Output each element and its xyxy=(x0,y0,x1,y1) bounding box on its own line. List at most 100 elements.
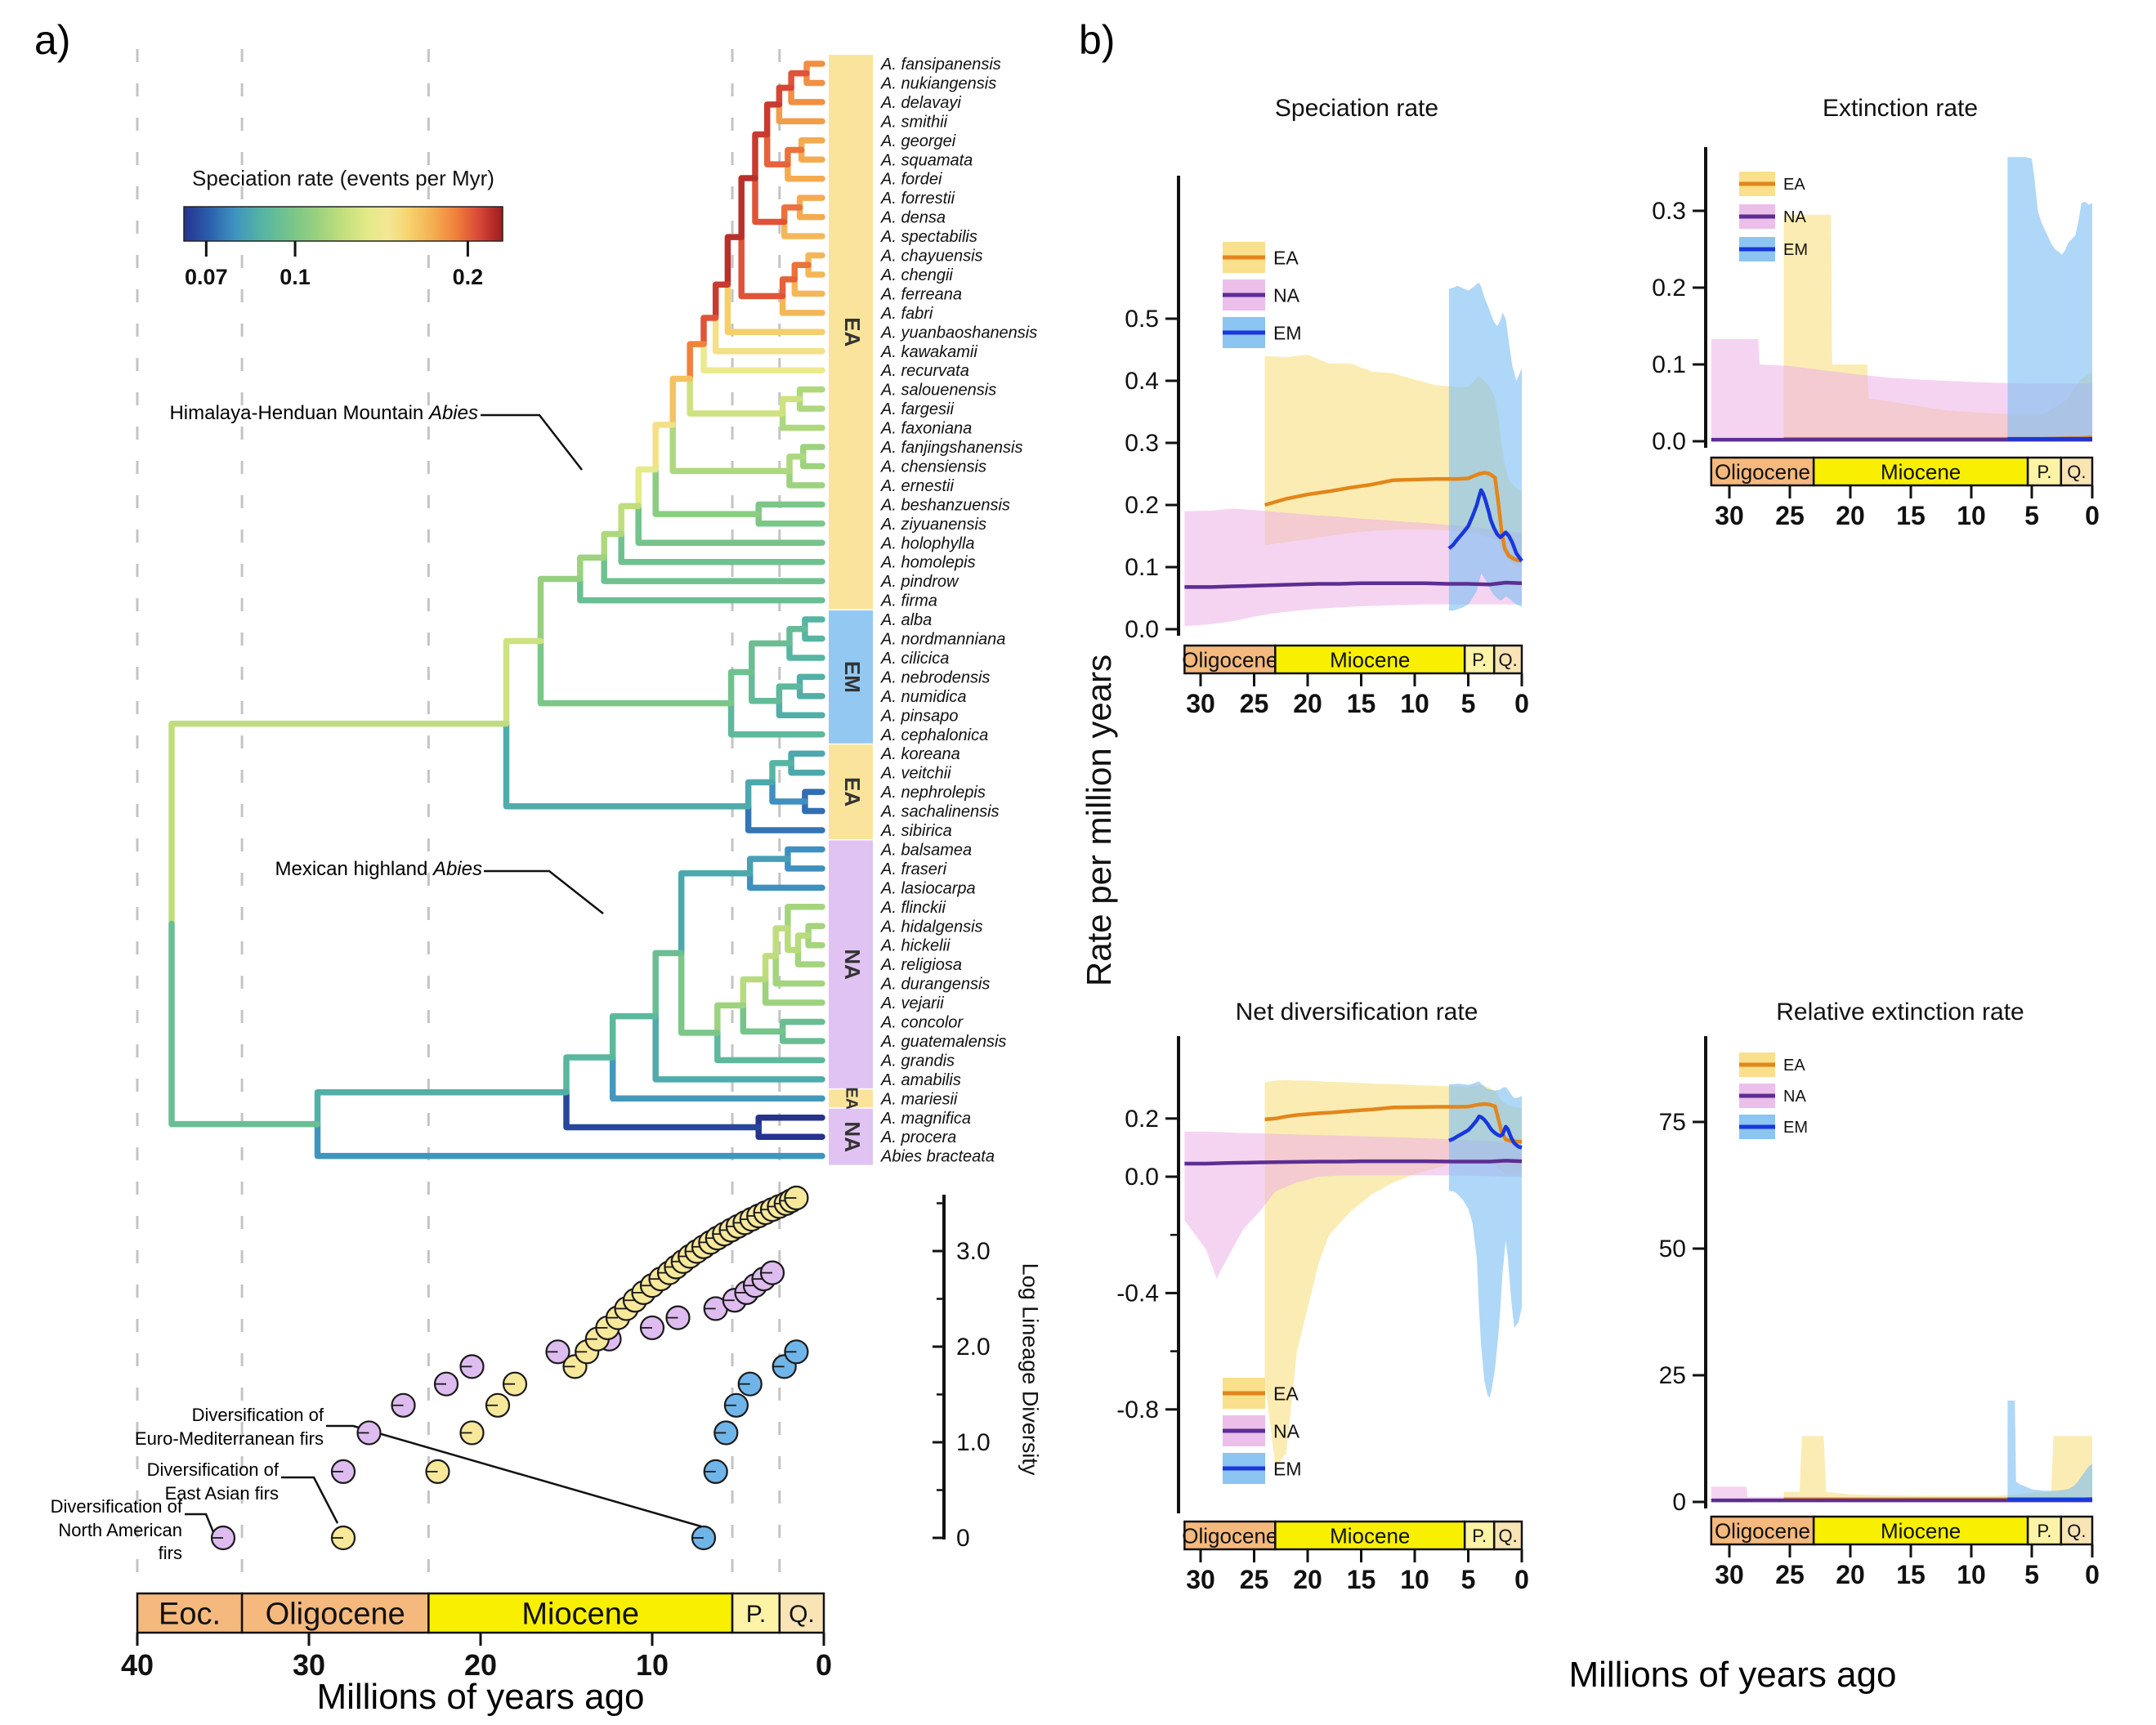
time-axis-tick-label: 10 xyxy=(1957,1560,1986,1589)
tree-branch xyxy=(652,422,676,473)
tree-branch xyxy=(669,422,793,475)
time-axis-tick-label: 20 xyxy=(1836,501,1865,530)
tree-branch xyxy=(786,467,825,489)
colorbar-tick-label: 0.1 xyxy=(280,265,311,289)
tree-branch xyxy=(776,683,803,704)
species-label: A. durangensis xyxy=(880,976,990,994)
tree-branch xyxy=(786,453,807,475)
tree-branch xyxy=(786,626,808,647)
species-label: A. fansipanensis xyxy=(880,56,1001,74)
species-label: A. chensiensis xyxy=(880,458,986,476)
tree-branch xyxy=(700,315,719,347)
mean-line-ea xyxy=(1264,1102,1523,1144)
tree-branch xyxy=(745,802,825,833)
tree-branch xyxy=(788,69,810,92)
species-label: A. hidalgensis xyxy=(880,918,983,936)
plot-area-netdiv xyxy=(1184,1079,1523,1468)
epoch-label: Q. xyxy=(1498,650,1517,670)
epoch-label: Miocene xyxy=(1330,1523,1410,1548)
tree-branch xyxy=(785,846,825,862)
time-axis-tick-label: 20 xyxy=(1836,1560,1865,1589)
tree-branch xyxy=(714,1002,747,1036)
species-label: A. sibirica xyxy=(880,822,952,840)
tree-branch xyxy=(745,779,776,810)
legend-label-em: EM xyxy=(1783,1119,1808,1137)
epoch-label: Miocene xyxy=(521,1598,639,1632)
ci-band-em xyxy=(1448,1081,1522,1398)
tree-branch xyxy=(772,925,791,959)
ltt-tick-label: 2.0 xyxy=(956,1334,991,1361)
time-axis-tick-label: 40 xyxy=(121,1648,154,1682)
tree-branch xyxy=(796,386,825,403)
epoch-segment xyxy=(1463,644,1496,675)
tree-branch xyxy=(779,1028,825,1044)
tree-branch xyxy=(803,60,825,77)
species-label: A. hickelii xyxy=(880,937,951,955)
tree-branch xyxy=(563,1054,616,1096)
tree-branch xyxy=(755,1115,825,1131)
group-strip-label: NA xyxy=(840,949,865,980)
species-label: A. vejarii xyxy=(880,994,944,1012)
y-axis-tick-label: 0.0 xyxy=(1125,616,1159,643)
tree-branch xyxy=(652,466,762,517)
species-label: A. fordei xyxy=(880,171,942,189)
tree-branch xyxy=(794,932,812,954)
tree-branch xyxy=(798,146,825,163)
legend-label-em: EM xyxy=(1273,322,1302,343)
tree-branch xyxy=(769,760,794,786)
plot-area-extinction xyxy=(1711,157,2093,442)
species-label: A. nukiangensis xyxy=(880,74,996,92)
legend-label-em: EM xyxy=(1783,241,1808,259)
epoch-label: Miocene xyxy=(1330,647,1410,672)
tree-branch xyxy=(776,101,825,125)
rate-plot-netdiv: 0.2 0.0 -0.4 -0.8 EA NA EM Oligocene Miocene P. Q.… xyxy=(1116,1036,1529,1594)
colorbar-title: Speciation rate (events per Myr) xyxy=(192,166,494,190)
epoch-segment xyxy=(240,1592,430,1634)
species-label: A. faxoniana xyxy=(880,420,972,438)
group-strip-label: EA xyxy=(840,317,865,346)
epoch-label: P. xyxy=(746,1601,766,1628)
species-label: A. ziyuanensis xyxy=(880,516,986,534)
tree-branch xyxy=(802,798,825,815)
tree-branch xyxy=(798,137,825,154)
tree-branch xyxy=(802,626,825,642)
group-strip xyxy=(829,1089,873,1108)
tree-branch xyxy=(802,789,825,805)
tree-branch xyxy=(779,276,798,300)
species-label: A. cilicica xyxy=(880,650,949,668)
ci-band-em xyxy=(1448,282,1522,611)
species-label: A. flinckii xyxy=(880,899,946,917)
epoch-label: Oligocene xyxy=(1182,647,1277,672)
tree-branch xyxy=(168,920,321,1128)
species-label: A. nebrodensis xyxy=(880,668,990,686)
epoch-segment xyxy=(2060,456,2094,487)
tree-branch xyxy=(755,511,825,527)
annotation-himalaya-abies: Abies xyxy=(428,402,478,424)
tree-branch xyxy=(779,410,825,431)
time-axis-tick-label: 5 xyxy=(1461,1565,1476,1594)
mexican-connector xyxy=(484,869,604,914)
species-label: A. smithii xyxy=(880,113,948,131)
plot-title-netdiv: Net diversification rate xyxy=(1235,999,1478,1026)
tree-branch xyxy=(738,175,758,240)
epoch-label: Oligocene xyxy=(266,1598,405,1632)
epoch-segment xyxy=(2060,1515,2094,1546)
himalaya-connector xyxy=(481,413,583,471)
tree-branch xyxy=(687,375,786,417)
species-label: A. balsamea xyxy=(880,841,972,859)
mean-line-na xyxy=(1184,1159,1523,1166)
east-asian-connector xyxy=(281,1476,339,1524)
panel-b-label: b) xyxy=(1079,17,1116,63)
species-label: A. koreana xyxy=(880,745,960,763)
time-axis-tick-label: 30 xyxy=(1715,1560,1744,1589)
tree-branch xyxy=(609,1054,825,1102)
clade-group-strips: EA EM EA NA EA NA xyxy=(829,55,873,1165)
tree-branch xyxy=(740,976,769,1009)
time-axis-tick-label: 5 xyxy=(2024,1560,2039,1589)
legend-speciation: EA NA EM xyxy=(1223,242,1302,348)
time-axis-tick-label: 30 xyxy=(1715,501,1744,530)
group-strip-label: EA xyxy=(843,1087,861,1110)
colorbar-gradient xyxy=(183,206,503,242)
